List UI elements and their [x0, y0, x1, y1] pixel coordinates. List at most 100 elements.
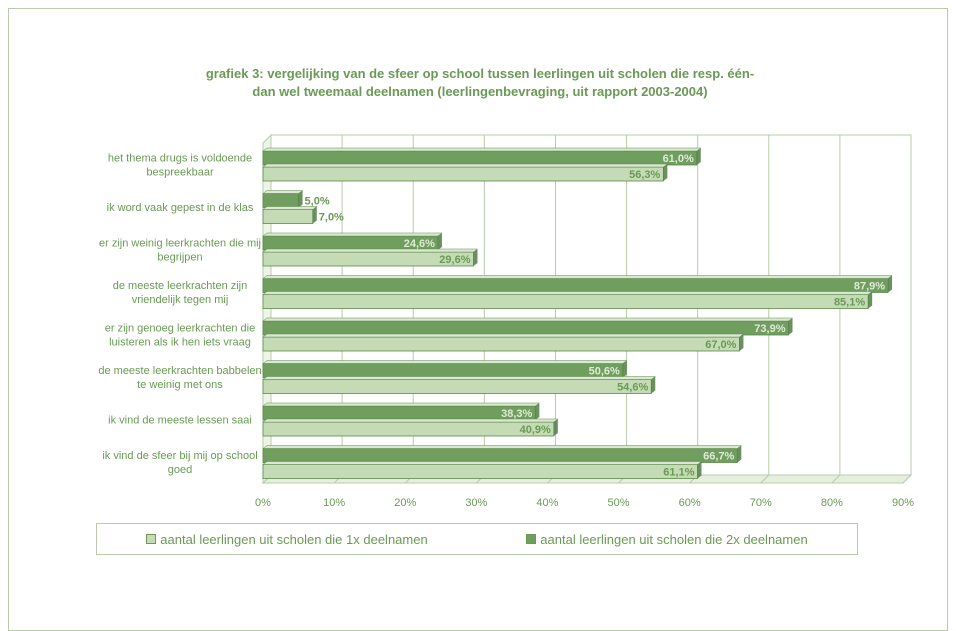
chart-legend: aantal leerlingen uit scholen die 1x dee…: [96, 523, 858, 555]
bar-2x: [262, 193, 299, 208]
bar-1x: [262, 209, 314, 224]
legend-item-1x: aantal leerlingen uit scholen die 1x dee…: [146, 531, 428, 547]
x-tick-label: 30%: [465, 497, 487, 509]
bar-2x-side: [298, 190, 303, 208]
x-tick-label: 80%: [821, 497, 843, 509]
category-label: ik vind de meeste lessen saai: [108, 414, 252, 426]
bar-2x-top: [262, 275, 893, 279]
bar-1x-top: [262, 333, 745, 338]
bar-1x-side: [553, 419, 558, 436]
data-label-2x: 5,0%: [305, 196, 330, 208]
data-label-2x: 61,0%: [663, 153, 694, 165]
bar-1x-side: [697, 461, 702, 479]
bar-2x-top: [262, 190, 304, 194]
bar-2x-side: [622, 360, 627, 378]
category-label: goed: [168, 464, 192, 476]
category-label: begrijpen: [157, 251, 202, 263]
bar-2x-side: [888, 275, 893, 293]
x-tick-label: 10%: [323, 497, 345, 509]
grid-line-floor: [831, 474, 841, 484]
bar-2x: [262, 320, 789, 336]
data-label-1x: 56,3%: [629, 169, 660, 181]
bar-2x-side: [696, 148, 701, 165]
data-label-2x: 73,9%: [754, 323, 785, 335]
bar-2x-top: [262, 232, 443, 237]
bar-1x-side: [651, 376, 656, 394]
chart-title: grafiek 3: vergelijking van de sfeer op …: [120, 65, 840, 101]
bar-2x: [262, 278, 889, 293]
bar-1x-side: [473, 249, 478, 266]
x-tick-label: 60%: [679, 497, 701, 509]
legend-swatch-1x: [146, 534, 157, 544]
grid-line-floor: [902, 474, 912, 484]
legend-label-1x: aantal leerlingen uit scholen die 1x dee…: [160, 531, 428, 547]
category-label: vriendelijk tegen mij: [132, 294, 229, 306]
category-label: er zijn weinig leerkrachten die mij: [99, 237, 261, 249]
legend-item-2x: aantal leerlingen uit scholen die 2x dee…: [526, 531, 808, 547]
chart-title-line-1: grafiek 3: vergelijking van de sfeer op …: [205, 66, 755, 81]
bar-2x-side: [437, 233, 442, 250]
bar-2x: [262, 448, 738, 463]
bar-2x-top: [262, 445, 743, 449]
category-label: te weinig met ons: [137, 379, 223, 391]
bar-1x-top: [262, 248, 479, 253]
data-label-1x: 61,1%: [663, 467, 694, 479]
bar-1x: [262, 464, 698, 479]
x-tick-label: 0%: [255, 497, 271, 509]
bar-1x-top: [262, 376, 657, 380]
bar-2x-top: [262, 402, 541, 407]
bar-2x: [262, 150, 698, 166]
x-tick-label: 40%: [536, 497, 558, 509]
bar-1x: [262, 166, 664, 182]
bar-1x: [262, 294, 869, 309]
chart-title-line-2: dan wel tweemaal deelnamen (leerlingenbe…: [252, 84, 708, 99]
bar-2x-side: [737, 445, 742, 463]
bar-1x-side: [739, 334, 744, 351]
data-label-1x: 7,0%: [319, 212, 344, 224]
bar-1x: [262, 379, 652, 394]
data-label-2x: 24,6%: [404, 238, 435, 250]
legend-label-2x: aantal leerlingen uit scholen die 2x dee…: [540, 531, 808, 547]
bar-2x: [262, 363, 624, 378]
bar-1x-top: [262, 418, 559, 423]
data-label-1x: 54,6%: [617, 382, 648, 394]
grid-line-floor: [760, 474, 770, 484]
bar-1x-top: [262, 291, 873, 295]
x-tick-label: 50%: [608, 497, 630, 509]
category-label: de meeste leerkrachten babbelen: [98, 365, 261, 377]
bar-2x-top: [262, 147, 702, 152]
category-label: luisteren als ik hen iets vraag: [109, 336, 251, 348]
bar-2x-top: [262, 360, 628, 364]
bar-2x-side: [535, 403, 540, 420]
data-label-2x: 87,9%: [854, 281, 885, 293]
x-tick-label: 20%: [394, 497, 416, 509]
bar-2x: [262, 405, 536, 421]
category-label: het thema drugs is voldoende: [108, 152, 252, 164]
bar-2x-side: [788, 318, 793, 335]
bar-1x-side: [312, 206, 317, 224]
bar-2x-top: [262, 317, 794, 322]
bar-1x-top: [262, 206, 318, 210]
category-label: ik vind de sfeer bij mij op school: [102, 450, 257, 462]
bar-1x-side: [868, 291, 873, 309]
x-tick-label: 90%: [892, 497, 914, 509]
data-label-1x: 67,0%: [705, 339, 736, 351]
data-label-1x: 40,9%: [520, 424, 551, 436]
data-label-1x: 29,6%: [439, 254, 470, 266]
legend-swatch-2x: [526, 534, 537, 544]
bar-1x-top: [262, 461, 703, 465]
data-label-1x: 85,1%: [834, 297, 865, 309]
bar-1x: [262, 336, 740, 352]
bar-1x-top: [262, 163, 669, 168]
data-label-2x: 50,6%: [589, 366, 620, 378]
bar-1x: [262, 421, 555, 437]
category-label: de meeste leerkrachten zijn: [113, 280, 248, 292]
category-label: bespreekbaar: [146, 166, 214, 178]
data-label-2x: 66,7%: [703, 451, 734, 463]
category-label: er zijn genoeg leerkrachten die: [105, 322, 255, 334]
category-label: ik word vaak gepest in de klas: [107, 202, 254, 214]
x-tick-label: 70%: [750, 497, 772, 509]
bar-1x-side: [663, 164, 668, 181]
data-label-2x: 38,3%: [501, 408, 532, 420]
